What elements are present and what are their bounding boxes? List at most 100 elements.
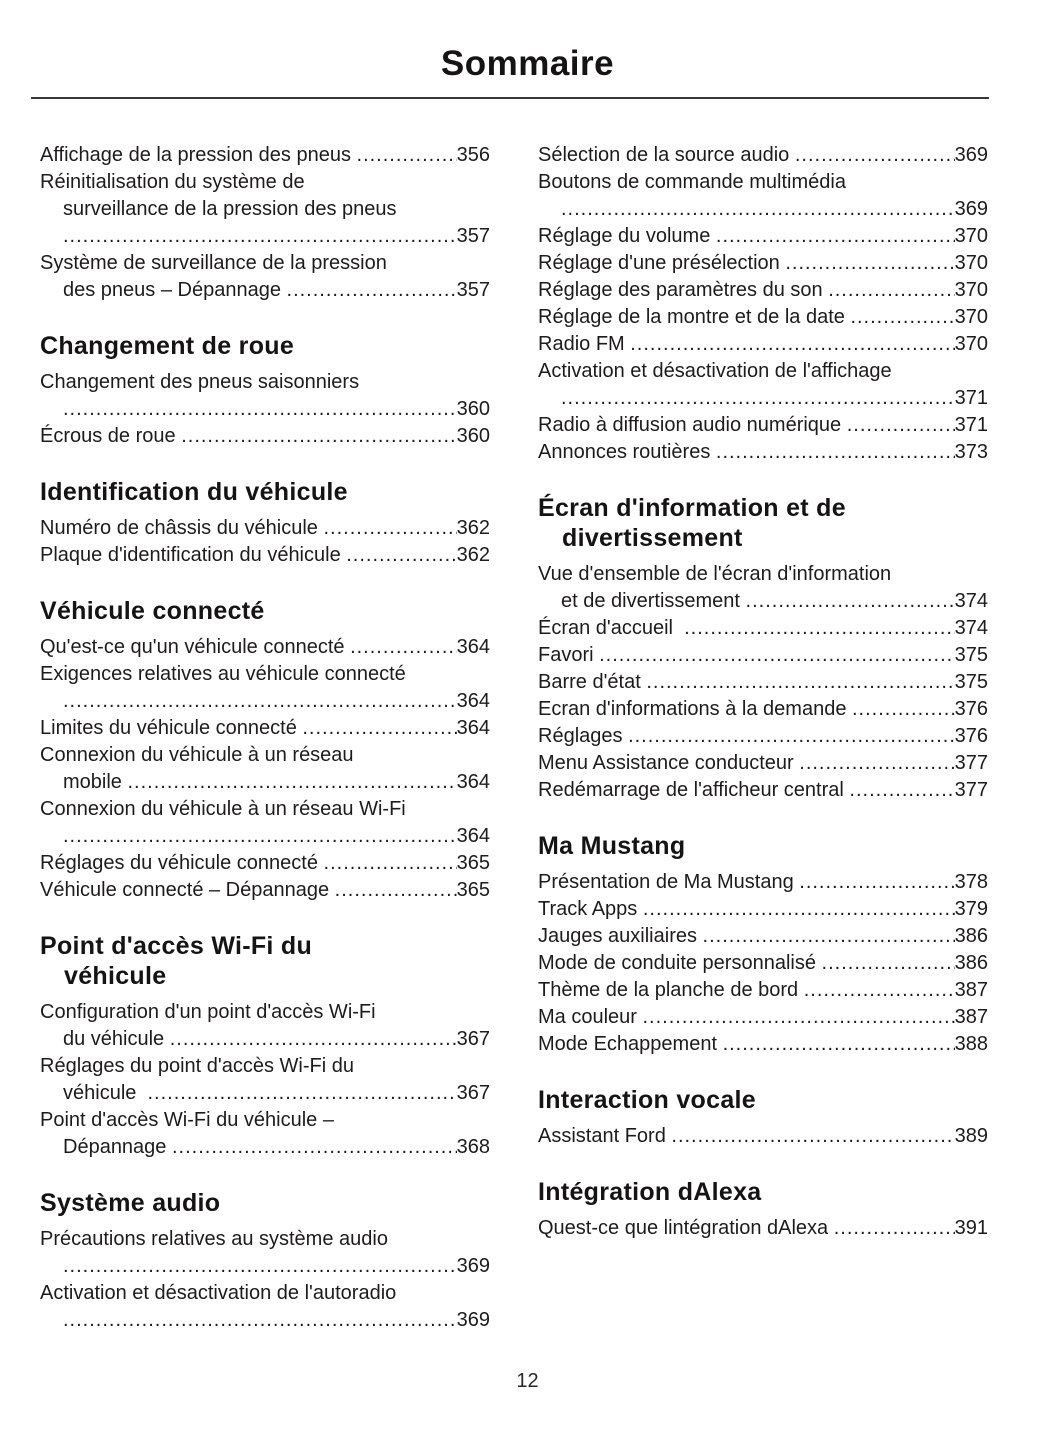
entry-title: Présentation de Ma Mustang [538,871,800,893]
entry-page-number: 364 [456,771,490,793]
toc-entry-line: Changement des pneus saisonniers [40,369,490,396]
toc-entry-line: Boutons de commande multimédia [538,169,988,196]
toc-section: Système audio Précautions relatives au sy… [40,1188,490,1334]
toc-entry-line: Favori 375 [538,642,988,669]
toc-entry-line: Radio à diffusion audio numérique 371 [538,412,988,439]
dot-leader [643,1004,955,1031]
entry-title: Barre d'état [538,671,647,693]
toc-entry-line: Redémarrage de l'afficheur central 377 [538,777,988,804]
entry-title: Qu'est-ce qu'un véhicule connecté [40,636,351,658]
entry-page-number: 374 [954,617,988,639]
entry-page-number: 370 [954,279,988,301]
section-heading-line: Point d'accès Wi-Fi du [40,932,313,960]
entry-title: Écrous de roue [40,425,182,447]
entry-page-number: 386 [954,925,988,947]
toc-entry-line: 369 [40,1253,490,1280]
dot-leader [847,412,955,439]
toc-entry: Réglages du véhicule connecté 365 [40,850,490,877]
entry-page-number: 375 [954,644,988,666]
toc-entry: Réglage de la montre et de la date 370 [538,304,988,331]
entry-title: Réglage des paramètres du son [538,279,829,301]
toc-entry: Track Apps 379 [538,896,988,923]
toc-entry-line: Mode Echappement 388 [538,1031,988,1058]
toc-entry-line: Ecran d'informations à la demande 376 [538,696,988,723]
toc-entry-line: 360 [40,396,490,423]
toc-section: Interaction vocale Assistant Ford 389 [538,1085,988,1150]
toc-entry: Exigences relatives au véhicule connecté… [40,661,490,715]
toc-entry: Qu'est-ce qu'un véhicule connecté 364 [40,634,490,661]
entry-title: Mode de conduite personnalisé [538,952,822,974]
toc-entry-line: 369 [40,1307,490,1334]
toc-entry: Mode de conduite personnalisé 386 [538,950,988,977]
section-heading-line: Écran d'information et de [538,494,846,522]
section-heading-line: Véhicule connecté [40,597,265,625]
toc-entry-line: Barre d'état 375 [538,669,988,696]
toc-entry: Redémarrage de l'afficheur central 377 [538,777,988,804]
entry-page-number: 377 [954,779,988,801]
toc-entry-line: Précautions relatives au système audio [40,1226,490,1253]
entry-title: Réglages du véhicule connecté [40,852,324,874]
toc-entry-line: Numéro de châssis du véhicule 362 [40,515,490,542]
toc-entry: Configuration d'un point d'accès Wi-Fi du… [40,999,490,1053]
toc-column-right: Sélection de la source audio 369Boutons … [538,142,988,1334]
entry-title: Réglage du volume [538,225,716,247]
toc-entry-line: 364 [40,823,490,850]
toc-entry-line: Annonces routières 373 [538,439,988,466]
entry-title: Réglage d'une présélection [538,252,786,274]
toc-column-left: Affichage de la pression des pneus 356Ré… [40,142,490,1334]
entry-title: des pneus – Dépannage [63,279,287,301]
entry-title: Configuration d'un point d'accès Wi-Fi [40,1001,376,1023]
entry-page-number: 356 [456,144,490,166]
entry-page-number: 373 [954,441,988,463]
entry-page-number: 369 [954,144,988,166]
toc-entry: Réglages 376 [538,723,988,750]
entry-title: Quest-ce que lintégration dAlexa [538,1217,834,1239]
section-heading: Ma Mustang [538,831,988,861]
toc-section: Écran d'information et de divertissement V… [538,493,988,804]
entry-page-number: 367 [456,1082,490,1104]
dot-leader [671,1123,954,1150]
entry-page-number: 365 [456,879,490,901]
toc-entry: Plaque d'identification du véhicule 362 [40,542,490,569]
dot-leader [346,542,456,569]
toc-entry: Écran d'accueil 374 [538,615,988,642]
toc-entry: Radio à diffusion audio numérique 371 [538,412,988,439]
entry-page-number: 389 [954,1125,988,1147]
toc-entry-line: Réglage du volume 370 [538,223,988,250]
toc-section: Point d'accès Wi-Fi du véhicule Configurat… [40,931,490,1161]
toc-entry-line: Réglages 376 [538,723,988,750]
footer-page-number: 12 [516,1370,539,1392]
toc-entry: Changement des pneus saisonniers 360 [40,369,490,423]
toc-entry-line: Plaque d'identification du véhicule 362 [40,542,490,569]
toc-entry-line: Véhicule connecté – Dépannage 365 [40,877,490,904]
toc-entry-line: Réglage d'une présélection 370 [538,250,988,277]
entry-page-number: 367 [456,1028,490,1050]
dot-leader [63,823,457,850]
toc-entry-line: 371 [538,385,988,412]
entry-page-number: 374 [954,590,988,612]
toc-entry-line: Mode de conduite personnalisé 386 [538,950,988,977]
toc-entry: Écrous de roue 360 [40,423,490,450]
toc-section: Changement de roue Changement des pneus s… [40,331,490,450]
entry-page-number: 386 [954,952,988,974]
entry-title: et de divertissement [561,590,746,612]
dot-leader [852,696,955,723]
toc-entry-line: Réglage de la montre et de la date 370 [538,304,988,331]
toc-entry-line: 357 [40,223,490,250]
toc-entry-line: Menu Assistance conducteur 377 [538,750,988,777]
entry-page-number: 364 [456,636,490,658]
dot-leader [716,439,955,466]
toc-entry: Présentation de Ma Mustang 378 [538,869,988,896]
toc-entry-line: Écran d'accueil 374 [538,615,988,642]
section-heading-line: véhicule [64,962,167,990]
dot-leader [324,850,457,877]
entry-title: Précautions relatives au système audio [40,1228,388,1250]
dot-leader [323,515,456,542]
entry-title: Système de surveillance de la pression [40,252,387,274]
toc-section: Véhicule connecté Qu'est-ce qu'un véhicul… [40,596,490,904]
toc-entry-line: Thème de la planche de bord 387 [538,977,988,1004]
toc-entry-line: Réglages du point d'accès Wi-Fi du [40,1053,490,1080]
toc-entry-line: 369 [538,196,988,223]
entry-page-number: 364 [456,717,490,739]
toc-entry-line: Réinitialisation du système de [40,169,490,196]
